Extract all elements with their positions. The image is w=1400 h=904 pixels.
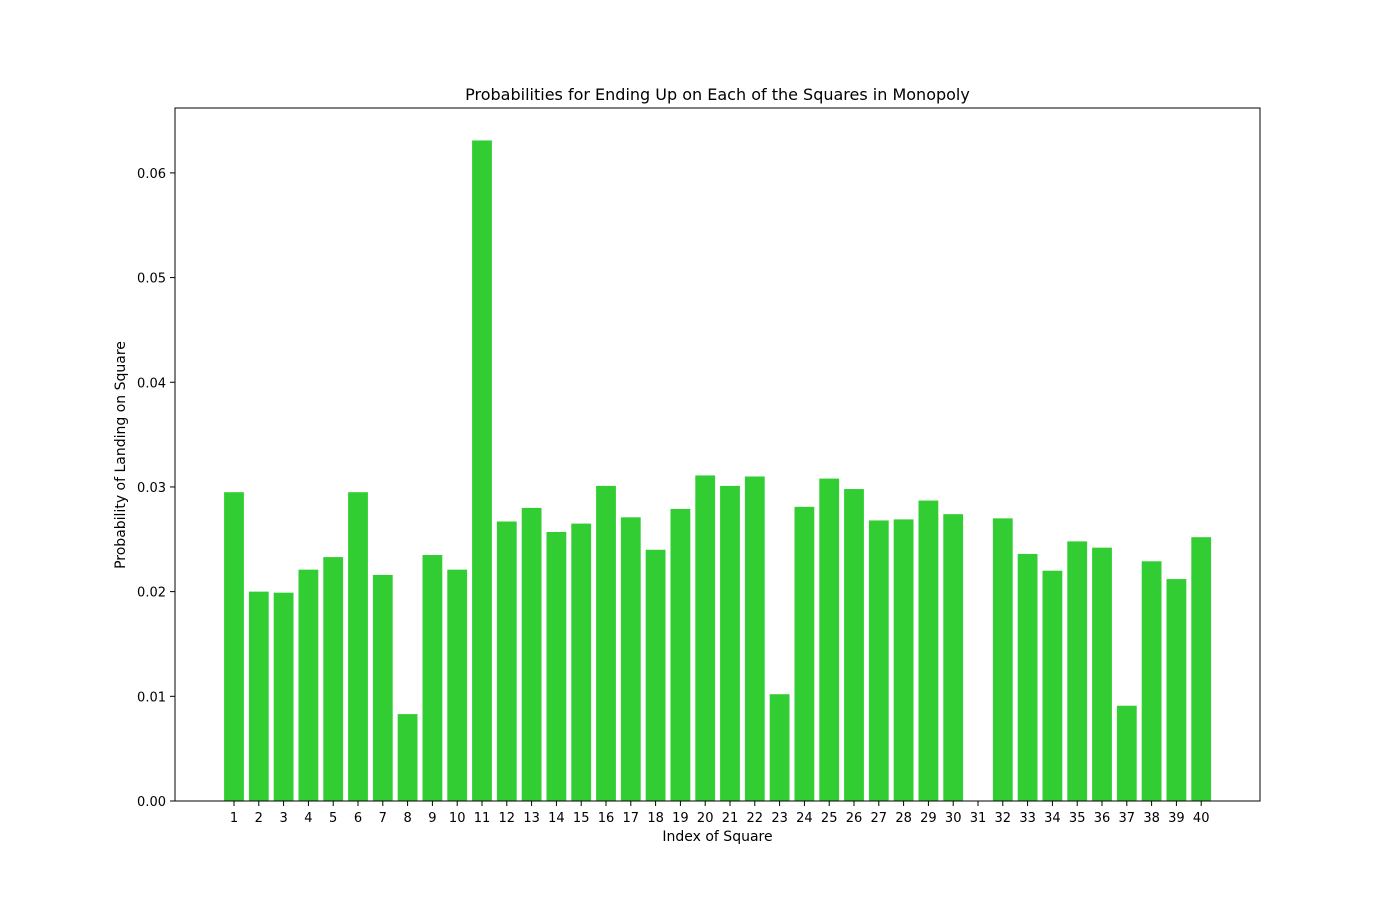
y-tick-label: 0.00 (137, 795, 166, 810)
x-tick-label: 28 (895, 811, 912, 826)
bar-square-20 (695, 475, 716, 801)
bar-square-32 (992, 518, 1013, 801)
x-tick-label: 9 (428, 811, 436, 826)
x-tick-label: 40 (1193, 811, 1210, 826)
bar-square-34 (1042, 570, 1063, 801)
x-tick-label: 39 (1168, 811, 1185, 826)
x-tick-label: 15 (573, 811, 590, 826)
bar-square-35 (1067, 541, 1088, 801)
bar-square-38 (1141, 561, 1162, 801)
bar-square-16 (596, 485, 616, 801)
x-tick-label: 14 (548, 811, 565, 826)
x-tick-label: 16 (598, 811, 615, 826)
x-tick-label: 23 (771, 811, 788, 826)
bar-square-27 (868, 520, 889, 801)
plot-area-frame (174, 107, 1261, 802)
bar-square-22 (744, 476, 765, 801)
x-axis-label: Index of Square (662, 829, 772, 845)
bar-square-30 (943, 514, 964, 801)
x-tick-label: 11 (474, 811, 491, 826)
bar-square-25 (819, 478, 840, 801)
y-tick-label: 0.04 (137, 376, 166, 391)
bar-square-6 (348, 492, 368, 801)
bar-square-13 (521, 507, 542, 801)
bar-square-15 (571, 523, 592, 801)
bar-square-14 (546, 531, 567, 801)
bar-square-4 (298, 569, 319, 801)
x-tick-label: 5 (329, 811, 337, 826)
bar-square-5 (323, 557, 344, 801)
x-tick-label: 4 (304, 811, 312, 826)
y-tick-label: 0.03 (137, 481, 166, 496)
bar-square-3 (273, 592, 294, 801)
bar-square-26 (844, 489, 864, 801)
x-tick-label: 36 (1094, 811, 1111, 826)
bar-square-17 (620, 517, 641, 801)
x-axis: 1 2 3 4 5 6 7 8 9 10 11 12 13 14 15 16 17 18 19 20 21 22 23 24 2… (230, 801, 1210, 826)
bar-square-11 (472, 140, 492, 801)
bar-square-37 (1116, 705, 1137, 801)
x-tick-label: 37 (1119, 811, 1136, 826)
x-tick-label: 19 (672, 811, 689, 826)
bar-square-40 (1191, 537, 1212, 801)
bar-square-29 (918, 500, 939, 801)
x-tick-label: 10 (449, 811, 466, 826)
bar-square-10 (447, 569, 468, 801)
bar-square-33 (1017, 553, 1038, 801)
x-tick-label: 38 (1143, 811, 1160, 826)
bar-square-23 (769, 694, 790, 801)
x-tick-label: 32 (995, 811, 1012, 826)
bar-square-9 (422, 555, 443, 801)
x-tick-label: 18 (647, 811, 664, 826)
y-tick-label: 0.05 (137, 272, 166, 287)
y-tick-label: 0.02 (137, 586, 166, 601)
x-tick-label: 35 (1069, 811, 1086, 826)
x-tick-label: 21 (722, 811, 739, 826)
x-tick-label: 1 (230, 811, 238, 826)
x-tick-label: 7 (379, 811, 387, 826)
chart-title: Probabilities for Ending Up on Each of t… (465, 85, 970, 104)
x-tick-label: 25 (821, 811, 838, 826)
x-tick-label: 24 (796, 811, 813, 826)
bar-square-2 (248, 591, 269, 801)
bar-square-1 (224, 492, 244, 801)
bar-square-24 (794, 506, 815, 801)
y-axis: 0.00 0.01 0.02 0.03 0.04 0.05 0.06 (137, 167, 175, 810)
bar-square-8 (397, 714, 418, 801)
bar-square-21 (720, 485, 740, 801)
bar-square-36 (1092, 547, 1112, 801)
bar-square-28 (893, 519, 914, 801)
x-tick-label: 31 (970, 811, 987, 826)
x-tick-label: 20 (697, 811, 714, 826)
bar-square-7 (372, 574, 393, 801)
x-tick-label: 17 (623, 811, 640, 826)
x-tick-label: 29 (920, 811, 937, 826)
x-tick-label: 33 (1019, 811, 1036, 826)
x-tick-label: 13 (523, 811, 540, 826)
y-axis-label: Probability of Landing on Square (113, 341, 129, 569)
x-tick-label: 22 (747, 811, 764, 826)
x-tick-label: 8 (403, 811, 411, 826)
x-tick-label: 26 (846, 811, 863, 826)
x-tick-label: 12 (499, 811, 516, 826)
x-tick-label: 27 (871, 811, 888, 826)
bar-square-39 (1166, 579, 1187, 801)
x-tick-label: 34 (1044, 811, 1061, 826)
y-tick-label: 0.06 (137, 167, 166, 182)
y-tick-label: 0.01 (137, 690, 166, 705)
x-tick-label: 2 (255, 811, 263, 826)
x-tick-label: 6 (354, 811, 362, 826)
bar-square-12 (496, 521, 517, 801)
x-tick-label: 30 (945, 811, 962, 826)
x-tick-label: 3 (279, 811, 287, 826)
bar-square-19 (670, 508, 691, 801)
bar-square-18 (645, 549, 666, 801)
bars-group (224, 140, 1212, 801)
